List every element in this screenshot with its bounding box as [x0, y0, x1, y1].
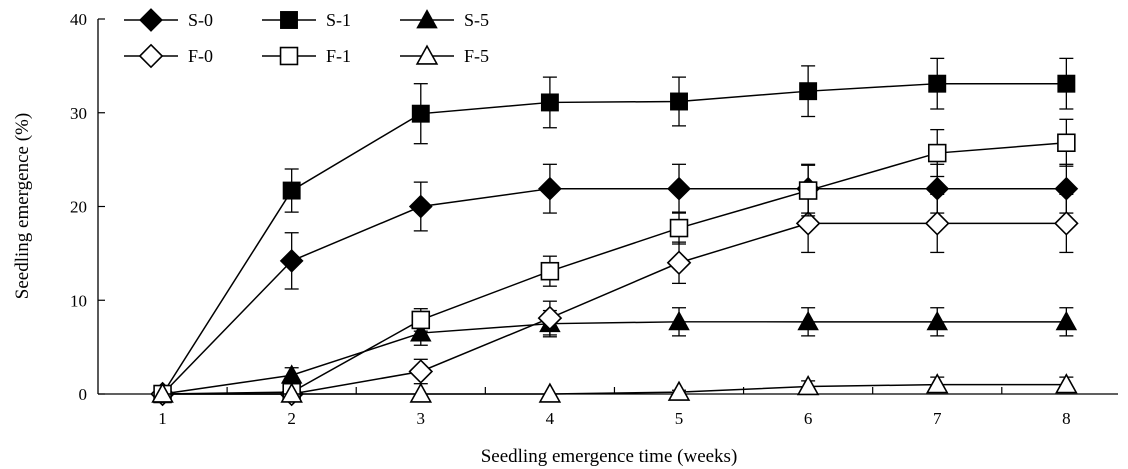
- legend-label-f-0: F-0: [188, 46, 213, 66]
- legend-marker-s-0: [139, 8, 163, 32]
- data-point-s-1: [928, 74, 947, 93]
- y-tick-label: 10: [70, 291, 87, 310]
- legend-item-f-5: F-5: [400, 44, 489, 66]
- series-f-5: [151, 373, 1078, 403]
- data-point-f-1: [669, 218, 689, 238]
- x-tick-label: 3: [417, 409, 426, 428]
- legend-marker-s-5: [416, 9, 438, 29]
- x-tick-label: 8: [1062, 409, 1071, 428]
- y-tick-label: 20: [70, 198, 87, 217]
- series-line-s-0: [162, 187, 1067, 395]
- series-line-s-1: [161, 82, 1067, 395]
- legend-marker-s-1: [280, 11, 298, 29]
- series-s-0: [150, 163, 1079, 406]
- legend-item-s-1: S-1: [262, 10, 351, 30]
- legend-item-s-0: S-0: [124, 8, 213, 32]
- y-tick-label: 30: [70, 104, 87, 123]
- legend-marker-f-1: [279, 46, 299, 66]
- data-point-f-1: [927, 143, 947, 163]
- series-line-f-1: [162, 142, 1067, 395]
- data-point-s-0: [538, 176, 562, 201]
- series-line-f-0: [162, 222, 1067, 395]
- legend-label-f-5: F-5: [464, 46, 489, 66]
- data-point-s-5: [668, 310, 690, 331]
- series-line-f-5: [162, 383, 1067, 395]
- x-tick-label: 5: [675, 409, 684, 428]
- series-layer: [150, 57, 1079, 407]
- y-axis-title: Seedling emergence (%): [12, 113, 33, 299]
- data-point-s-0: [667, 176, 691, 201]
- data-point-s-1: [411, 104, 430, 123]
- legend-item-s-5: S-5: [400, 9, 489, 30]
- data-point-s-5: [926, 310, 948, 331]
- data-point-f-0: [924, 211, 950, 236]
- data-point-f-0: [537, 305, 563, 331]
- legend-marker-f-0: [138, 43, 164, 69]
- x-tick-label: 1: [158, 409, 167, 428]
- data-point-s-5: [1055, 310, 1078, 331]
- legend-label-s-1: S-1: [326, 10, 351, 30]
- data-point-f-5: [667, 380, 691, 401]
- data-point-f-1: [798, 181, 818, 200]
- data-point-s-0: [408, 194, 433, 219]
- x-tick-label: 2: [287, 409, 296, 428]
- legend-label-f-1: F-1: [326, 46, 351, 66]
- data-point-f-1: [1057, 133, 1076, 153]
- legend-marker-f-5: [415, 44, 439, 65]
- y-tick-label: 40: [70, 10, 87, 29]
- data-point-f-1: [540, 261, 560, 281]
- x-tick-label: 6: [804, 409, 813, 428]
- data-point-f-5: [925, 373, 949, 394]
- data-point-s-1: [799, 82, 818, 101]
- legend-label-s-0: S-0: [188, 10, 213, 30]
- data-point-s-5: [797, 310, 819, 331]
- axes: 0 10 20 30 40 1 2 3 4 5 6 7 8: [70, 10, 1118, 428]
- data-point-f-5: [796, 374, 820, 396]
- legend-label-s-5: S-5: [464, 10, 489, 30]
- x-axis-title: Seedling emergence time (weeks): [481, 446, 738, 467]
- data-point-f-0: [795, 211, 821, 236]
- data-point-f-5: [280, 382, 303, 403]
- data-point-s-0: [279, 249, 304, 273]
- data-point-f-5: [1055, 373, 1078, 394]
- data-point-s-1: [1057, 74, 1076, 93]
- data-point-s-1: [282, 181, 301, 200]
- legend: S-0 S-1 S-5 F-0 F-1 F-5: [124, 8, 489, 69]
- y-tick-label: 0: [79, 385, 88, 404]
- x-tick-label: 7: [933, 409, 942, 428]
- legend-item-f-1: F-1: [262, 46, 351, 66]
- data-point-s-1: [540, 93, 559, 112]
- x-tick-label: 4: [546, 409, 555, 428]
- data-point-f-0: [408, 359, 434, 384]
- data-point-f-0: [1054, 211, 1079, 236]
- series-line-s-5: [162, 321, 1067, 395]
- data-point-f-0: [666, 250, 692, 276]
- data-point-f-1: [411, 310, 431, 330]
- data-point-f-5: [151, 382, 174, 403]
- data-point-s-5: [410, 322, 432, 342]
- data-point-f-5: [409, 382, 433, 403]
- data-point-f-5: [538, 382, 562, 403]
- legend-item-f-0: F-0: [124, 43, 213, 69]
- data-point-s-1: [670, 92, 688, 111]
